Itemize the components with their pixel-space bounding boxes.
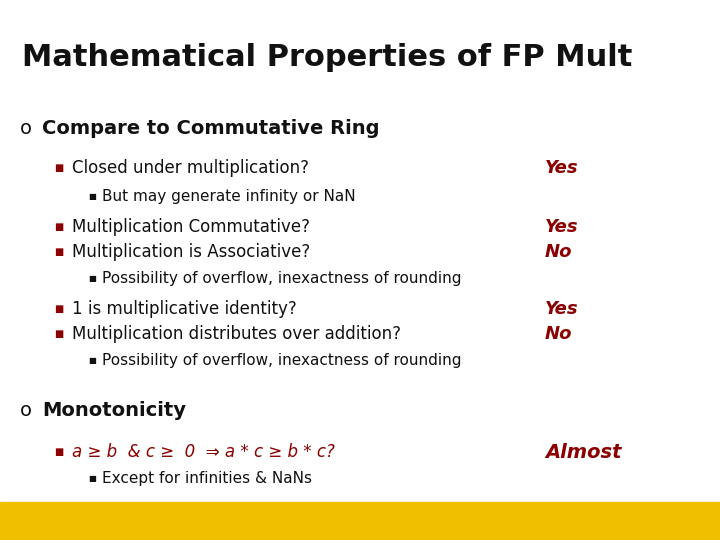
Text: Compare to Commutative Ring: Compare to Commutative Ring (42, 118, 379, 138)
Text: o: o (20, 401, 32, 420)
Bar (0, 502, 720, 540)
Text: Multiplication is Associative?: Multiplication is Associative? (72, 243, 310, 261)
Text: Possibility of overflow, inexactness of rounding: Possibility of overflow, inexactness of … (102, 271, 462, 286)
Text: 1 is multiplicative identity?: 1 is multiplicative identity? (72, 300, 297, 318)
Text: Yes: Yes (545, 300, 579, 318)
Text: ■: ■ (54, 304, 63, 314)
Text: Closed under multiplication?: Closed under multiplication? (72, 159, 309, 177)
Text: ■: ■ (88, 355, 96, 364)
Text: But may generate infinity or NaN: But may generate infinity or NaN (102, 188, 356, 204)
Text: Yes: Yes (545, 218, 579, 236)
Text: ■: ■ (88, 474, 96, 483)
Text: ■: ■ (88, 273, 96, 282)
Text: ■: ■ (54, 447, 63, 457)
Text: ■: ■ (54, 163, 63, 173)
Text: Multiplication Commutative?: Multiplication Commutative? (72, 218, 310, 236)
Text: Monotonicity: Monotonicity (42, 401, 186, 420)
Text: Except for infinities & NaNs: Except for infinities & NaNs (102, 470, 312, 485)
Text: ■: ■ (54, 222, 63, 232)
Text: No: No (545, 325, 572, 343)
Text: Almost: Almost (545, 442, 621, 462)
Text: ■: ■ (88, 192, 96, 200)
Text: ■: ■ (54, 329, 63, 339)
Text: Multiplication distributes over addition?: Multiplication distributes over addition… (72, 325, 401, 343)
Text: Yes: Yes (545, 159, 579, 177)
Text: o: o (20, 118, 32, 138)
Text: Possibility of overflow, inexactness of rounding: Possibility of overflow, inexactness of … (102, 353, 462, 368)
Text: ■: ■ (54, 247, 63, 257)
Text: Mathematical Properties of FP Mult: Mathematical Properties of FP Mult (22, 44, 632, 72)
Text: No: No (545, 243, 572, 261)
Text: a ≥ b  & c ≥  0  ⇒ a * c ≥ b * c?: a ≥ b & c ≥ 0 ⇒ a * c ≥ b * c? (72, 443, 335, 461)
